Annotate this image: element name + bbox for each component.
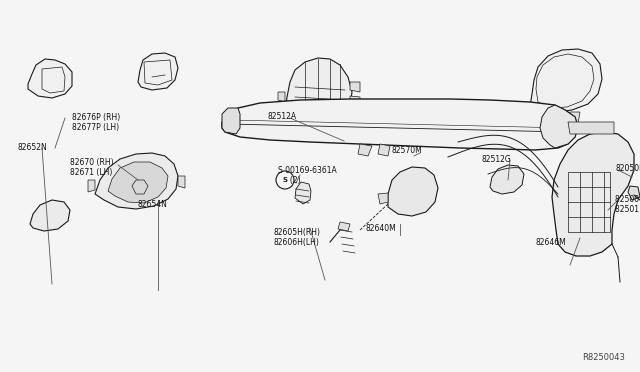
Polygon shape [278, 92, 285, 102]
Polygon shape [88, 180, 95, 192]
Polygon shape [338, 222, 350, 231]
Text: 82605H(RH)
82606H(LH): 82605H(RH) 82606H(LH) [274, 228, 321, 247]
Polygon shape [628, 186, 640, 200]
Circle shape [501, 172, 515, 186]
Polygon shape [530, 49, 602, 112]
Polygon shape [388, 167, 438, 216]
Text: 82670 (RH)
82671 (LH): 82670 (RH) 82671 (LH) [70, 158, 114, 177]
Polygon shape [285, 58, 352, 128]
Text: S: S [282, 177, 287, 183]
Polygon shape [95, 153, 178, 209]
Polygon shape [178, 176, 185, 188]
Text: 82654N: 82654N [138, 200, 168, 209]
Polygon shape [295, 182, 311, 204]
Polygon shape [222, 108, 240, 134]
Circle shape [585, 145, 599, 159]
Polygon shape [552, 132, 634, 256]
Text: R8250043: R8250043 [582, 353, 625, 362]
Circle shape [578, 138, 606, 166]
Polygon shape [30, 200, 70, 231]
Polygon shape [378, 144, 390, 156]
Text: 82050D: 82050D [615, 164, 640, 173]
Polygon shape [358, 144, 372, 156]
Polygon shape [540, 105, 578, 148]
Polygon shape [315, 124, 327, 134]
Polygon shape [108, 162, 168, 203]
Polygon shape [538, 110, 552, 122]
Polygon shape [568, 122, 614, 134]
Polygon shape [138, 53, 178, 90]
Polygon shape [350, 82, 360, 92]
Circle shape [402, 177, 426, 201]
Polygon shape [490, 165, 524, 194]
Text: 82640M: 82640M [365, 224, 396, 233]
Polygon shape [28, 59, 72, 98]
Text: 82646M: 82646M [535, 238, 566, 247]
Polygon shape [350, 96, 360, 106]
Polygon shape [568, 112, 580, 124]
Text: 82512A: 82512A [267, 112, 296, 121]
Polygon shape [222, 99, 578, 150]
Text: S 00169-6361A
     (2): S 00169-6361A (2) [278, 166, 337, 185]
Text: 82652N: 82652N [18, 143, 48, 152]
Polygon shape [291, 117, 302, 128]
Polygon shape [378, 193, 388, 204]
Circle shape [408, 183, 420, 195]
Text: 82512G: 82512G [482, 155, 512, 164]
Text: 82500 (RH)
82501 (LH): 82500 (RH) 82501 (LH) [615, 195, 640, 214]
Text: 82676P (RH)
82677P (LH): 82676P (RH) 82677P (LH) [72, 113, 120, 132]
Text: 82570M: 82570M [392, 146, 423, 155]
